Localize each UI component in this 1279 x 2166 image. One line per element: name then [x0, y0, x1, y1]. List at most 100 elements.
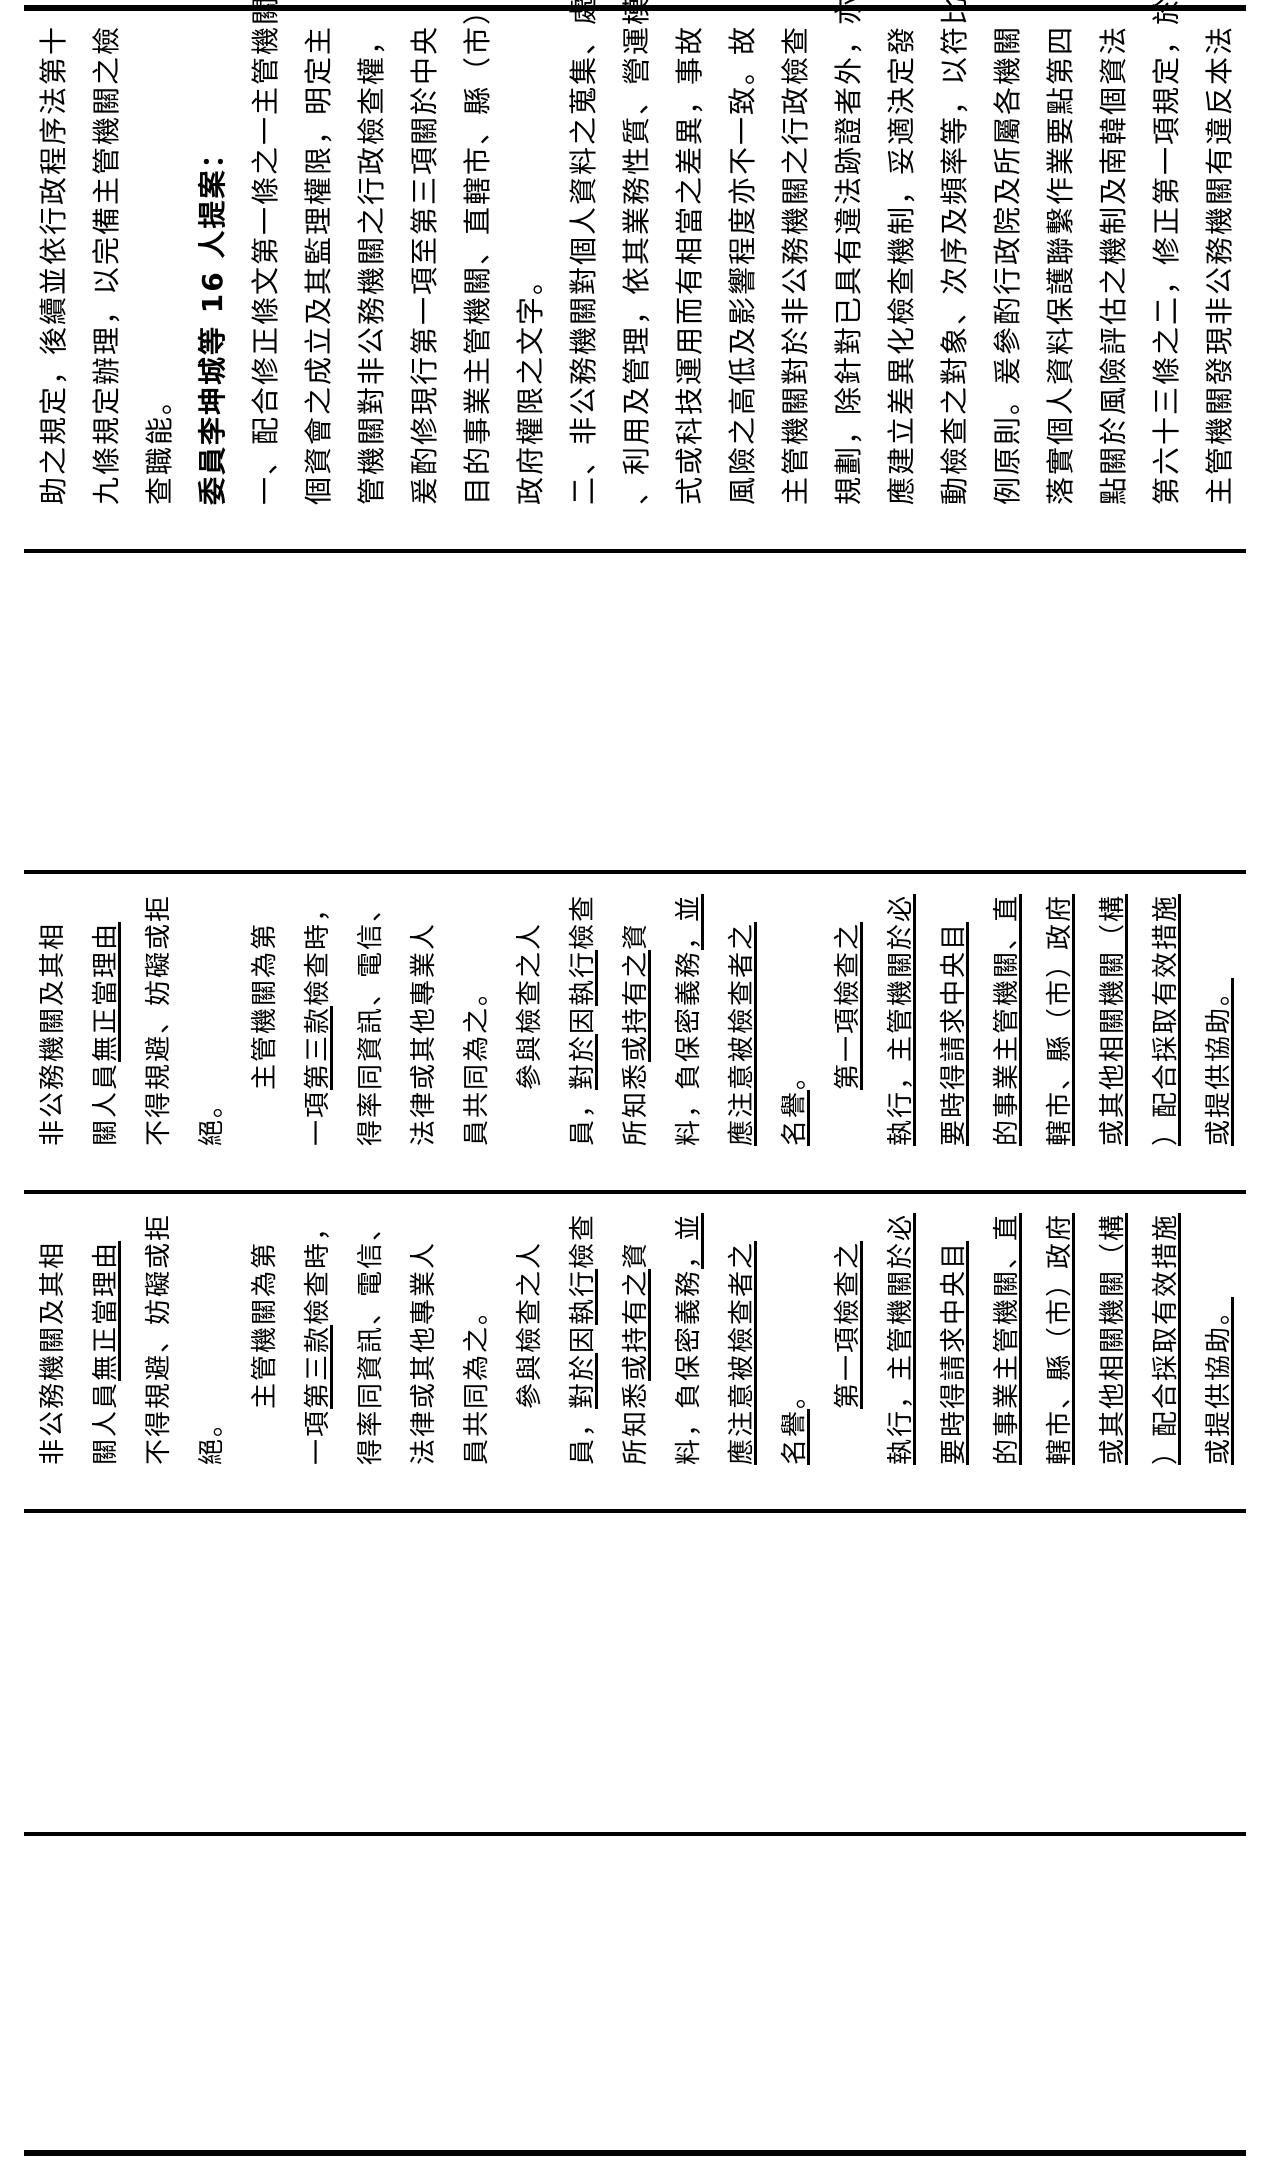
text-segment: 例原則。爰參酌行政院及所屬各機關 — [991, 24, 1024, 505]
text-line: 例原則。爰參酌行政院及所屬各機關 — [981, 25, 1034, 505]
text-line: 非公務機關及其相 — [27, 1205, 80, 1465]
text-line: 料，負保密義務，並 — [663, 1205, 716, 1465]
text-segment: 非公務機關及其相 — [38, 1240, 68, 1465]
text-segment — [833, 1090, 863, 1146]
text-line: 或提供協助。 — [1193, 886, 1246, 1146]
text-line: 或提供協助。 — [1193, 1205, 1246, 1465]
text-line: 得率同資訊、電信、 — [345, 886, 398, 1146]
text-line: 個資會之成立及其監理權限，明定主 — [292, 25, 345, 505]
underlined-text: 執行，主管機關於必 — [886, 893, 916, 1146]
text-segment: 九條規定辦理，以完備主管機關之檢 — [90, 24, 123, 505]
underlined-text: 名譽 — [780, 1089, 810, 1146]
text-segment: 因 — [568, 1005, 598, 1034]
text-segment: 檢查時， — [303, 1212, 333, 1325]
text-line: 員，對於因執行檢查 — [557, 1205, 610, 1465]
text-segment: 點關於風險評估之機制及南韓個資法 — [1097, 24, 1130, 505]
text-segment: 不得規避、妨礙或拒 — [144, 893, 174, 1146]
text-segment: 主管機關為第 — [250, 1240, 280, 1465]
text-segment: 資 — [621, 1240, 651, 1269]
text-line: 法律或其他專業人 — [398, 886, 451, 1146]
text-line: 第一項檢查之 — [822, 886, 875, 1146]
text-line: 委員李坤城等 16 人提案： — [186, 25, 239, 505]
text-line: 應注意被檢查者之 — [716, 886, 769, 1146]
underlined-text: 執行 — [568, 949, 598, 1006]
text-line: 管機關對非公務機關之行政檢查權， — [345, 25, 398, 505]
text-line: 要時得請求中央目 — [928, 886, 981, 1146]
text-segment: 個資會之成立及其監理權限，明定主 — [302, 24, 335, 505]
text-segment: 員， — [568, 1089, 598, 1146]
text-line: 轄市、縣（市）政府 — [1034, 1205, 1087, 1465]
underlined-text: 轄市、縣（市）政府 — [1045, 1212, 1075, 1465]
text-line: 名譽。 — [769, 886, 822, 1146]
text-line: 員共同為之。 — [451, 1205, 504, 1465]
underlined-text: 轄市、縣（市）政府 — [1045, 893, 1075, 1146]
text-line: ）配合採取有效措施 — [1140, 886, 1193, 1146]
text-line: 動檢查之對象、次序及頻率等，以符比 — [928, 0, 981, 505]
underlined-text: 第一項檢查之 — [833, 1240, 863, 1409]
text-segment: 員， — [568, 1408, 598, 1465]
underlined-text: ）配合採取有效措施 — [1151, 893, 1181, 1146]
text-line: 主管機關為第 — [239, 886, 292, 1146]
text-line: 參與檢查之人 — [504, 886, 557, 1146]
text-segment: 委員李坤城等 16 人提案： — [196, 138, 229, 505]
text-line: 助之規定，後續並依行政程序法第十 — [27, 25, 80, 505]
text-segment: 一項 — [303, 1408, 333, 1465]
text-segment: 員共同為之。 — [462, 1296, 492, 1465]
text-segment: 爰酌修現行第一項至第三項關於中央 — [408, 24, 441, 505]
text-line: 料，負保密義務，並 — [663, 886, 716, 1146]
text-line: 關人員無正當理由 — [80, 886, 133, 1146]
text-segment: 動檢查之對象、次序及頻率等，以符比 — [938, 0, 971, 505]
text-line: 要時得請求中央目 — [928, 1205, 981, 1465]
text-line: 關人員無正當理由 — [80, 1205, 133, 1465]
text-line: 第一項檢查之 — [822, 1205, 875, 1465]
text-line: 應注意被檢查者之 — [716, 1205, 769, 1465]
text-line: 規劃，除針對已具有違法跡證者外，亦 — [822, 0, 875, 505]
underlined-text: 對於 — [568, 1033, 598, 1090]
underlined-text: 第三款 — [303, 1005, 333, 1090]
text-segment: 一項 — [303, 1089, 333, 1146]
text-line: 風險之高低及影響程度亦不一致。故 — [716, 25, 769, 505]
text-line: 絕。 — [186, 886, 239, 1146]
text-segment: 。 — [780, 1061, 810, 1090]
text-line: 一項第三款檢查時， — [292, 1205, 345, 1465]
text-line: 或其他相關機關（構 — [1087, 886, 1140, 1146]
table-top-rule — [24, 5, 1246, 11]
text-line: 得率同資訊、電信、 — [345, 1205, 398, 1465]
underlined-text: 應注意被檢查者之 — [727, 1240, 757, 1465]
text-segment: 檢查時， — [303, 893, 333, 1006]
text-segment: 資 — [621, 921, 651, 950]
text-segment: 得率同資訊、電信、 — [356, 1212, 386, 1465]
current-provision-text: 非公務機關及其相 關人員無正當理由 不得規避、妨礙或拒 絕。 主管機關為第 一項第三款檢… — [27, 1205, 1246, 1465]
text-line: 或其他相關機關（構 — [1087, 1205, 1140, 1465]
text-segment: 員共同為之。 — [462, 977, 492, 1146]
text-segment — [833, 1409, 863, 1465]
explanation-text: 助之規定，後續並依行政程序法第十 九條規定辦理，以完備主管機關之檢 查職能。 委員李坤… — [27, 0, 1246, 505]
text-segment: 檢查 — [568, 1212, 598, 1269]
text-line: 一、配合修正條文第一條之一主管機關 — [239, 0, 292, 505]
text-line: 絕。 — [186, 1205, 239, 1465]
text-segment: 落實個人資料保護聯繫作業要點第四 — [1044, 24, 1077, 505]
text-line: 式或科技運用而有相當之差異，事故 — [663, 25, 716, 505]
text-line: 不得規避、妨礙或拒 — [133, 1205, 186, 1465]
text-line: 法律或其他專業人 — [398, 1205, 451, 1465]
underlined-text: 或其他相關機關（構 — [1098, 893, 1128, 1146]
text-line: 目的事業主管機關、直轄市、縣（市） — [451, 0, 504, 505]
underlined-text: 無正當理由 — [91, 921, 121, 1062]
table-row-divider — [24, 549, 1246, 553]
text-line: 員共同為之。 — [451, 886, 504, 1146]
text-line: 員，對於因執行檢查 — [557, 886, 610, 1146]
underlined-text: 或其他相關機關（構 — [1098, 1212, 1128, 1465]
text-segment: 主管機關為第 — [250, 921, 280, 1146]
underlined-text: 執行，主管機關於必 — [886, 1212, 916, 1465]
text-line: 所知悉或持有之資 — [610, 886, 663, 1146]
text-segment: 風險之高低及影響程度亦不一致。故 — [726, 24, 759, 505]
text-segment: 料，負保密義務 — [674, 949, 704, 1146]
text-line: ）配合採取有效措施 — [1140, 1205, 1193, 1465]
text-line: 落實個人資料保護聯繫作業要點第四 — [1034, 25, 1087, 505]
table-row-divider — [24, 1190, 1246, 1194]
text-segment: 主管機關發現非公務機關有違反本法 — [1203, 24, 1236, 505]
underlined-text: 對於 — [568, 1352, 598, 1409]
underlined-text: ）配合採取有效措施 — [1151, 1212, 1181, 1465]
text-line: 二、非公務機關對個人資料之蒐集、處理 — [557, 0, 610, 505]
text-line: 主管機關為第 — [239, 1205, 292, 1465]
